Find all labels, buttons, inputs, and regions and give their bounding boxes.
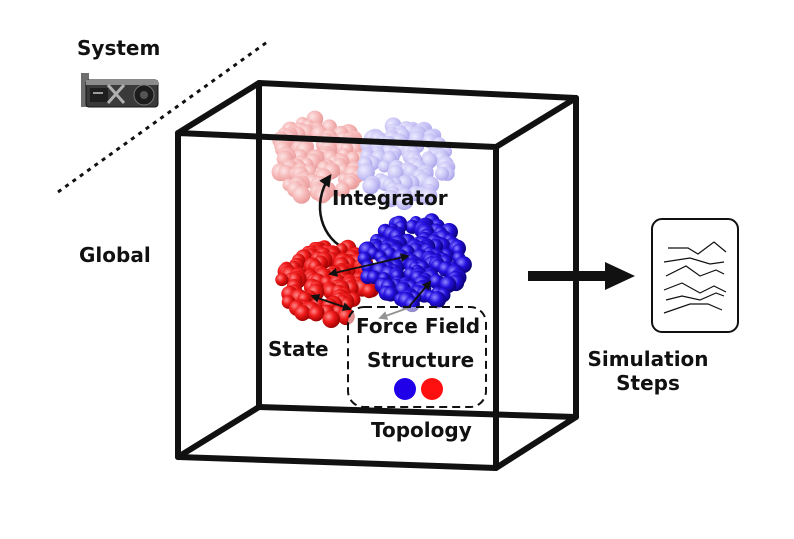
simulation-steps-line-1: Simulation	[587, 347, 709, 371]
faded-red-atom	[277, 165, 295, 182]
interaction-arrow-1	[328, 253, 410, 277]
box-edge-bottom-left	[175, 404, 262, 460]
right-arrow-icon	[528, 262, 635, 290]
box-edge-bottom-right	[493, 414, 579, 471]
gpu-card-icon	[81, 73, 159, 108]
blue-atom-marker	[394, 378, 416, 400]
faded-blue-atom	[381, 189, 400, 208]
system-label: System	[77, 36, 161, 60]
force-field-label: Force Field	[356, 314, 481, 338]
global-label: Global	[79, 243, 151, 267]
simulation-box	[175, 80, 579, 471]
state-label: State	[268, 337, 329, 361]
faded-red-molecule	[271, 110, 368, 204]
box-edge-top-left	[175, 80, 262, 136]
faded-blue-atom	[362, 177, 380, 195]
faded-red-atom	[292, 185, 311, 204]
trajectory-document-icon	[651, 218, 739, 333]
blue-molecule	[357, 213, 472, 313]
box-edge-top-right	[493, 95, 579, 150]
structure-label: Structure	[367, 348, 475, 372]
simulation-steps-label: Simulation Steps	[578, 347, 718, 395]
faded-blue-atom	[419, 187, 438, 206]
red-atom	[308, 306, 324, 322]
red-atom	[275, 273, 289, 287]
red-atom	[322, 310, 341, 329]
system-divider-line	[57, 38, 271, 194]
simulation-steps-line-2: Steps	[616, 371, 680, 395]
structure-dashed-box	[347, 306, 487, 408]
red-atom	[294, 305, 311, 321]
red-atom-marker	[421, 378, 443, 400]
faded-blue-atom	[378, 160, 391, 173]
integrator-label: Integrator	[332, 186, 448, 210]
faded-blue-atom	[435, 166, 450, 181]
blue-atom	[428, 291, 446, 309]
faded-red-atom	[334, 182, 350, 197]
box-front-face	[175, 130, 499, 471]
red-atom	[361, 283, 377, 299]
faded-red-atom	[315, 188, 330, 204]
faded-blue-atom	[395, 192, 413, 211]
topology-label: Topology	[371, 418, 472, 442]
interaction-arrow-2	[310, 294, 352, 311]
